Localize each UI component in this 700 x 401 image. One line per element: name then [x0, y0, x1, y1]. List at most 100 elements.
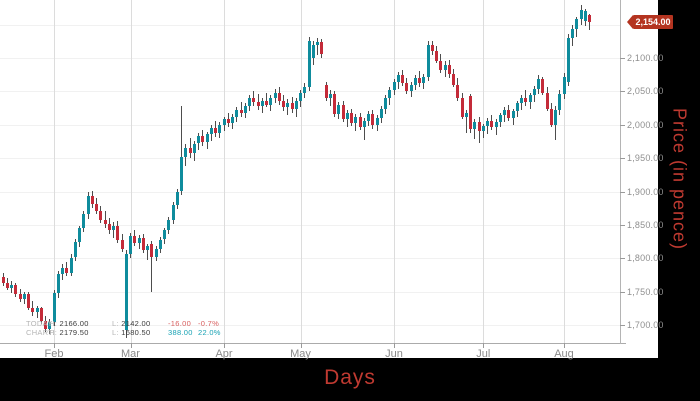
last-price-badge: 2,154.00 — [627, 15, 673, 29]
gridline-month — [394, 0, 395, 343]
candle — [56, 274, 60, 293]
y-tick-label: 1,900.00 — [627, 186, 664, 197]
candle — [520, 98, 523, 104]
candle — [486, 120, 489, 127]
candle — [154, 248, 158, 257]
high-value: 2179.50 — [59, 328, 89, 337]
y-tick-label: 1,950.00 — [627, 153, 664, 164]
candle — [562, 76, 566, 95]
candle — [413, 78, 417, 85]
candle — [307, 40, 311, 88]
candle — [22, 294, 26, 299]
x-axis-tick — [394, 343, 395, 348]
candle — [477, 122, 481, 132]
candle — [443, 64, 447, 70]
candle — [112, 225, 115, 231]
candle-wick — [104, 210, 106, 228]
candle-wick — [329, 90, 331, 107]
y-tick-label: 1,750.00 — [627, 286, 664, 297]
candle — [256, 102, 260, 107]
x-tick-label: Feb — [44, 348, 64, 360]
today-change-percent: -0.7% — [198, 319, 220, 328]
x-axis-tick — [54, 343, 55, 348]
y-axis-tick — [620, 58, 625, 60]
candle — [371, 114, 375, 126]
badge-arrow-icon — [627, 15, 633, 29]
candle — [14, 284, 18, 295]
y-axis-tick — [620, 325, 625, 326]
candle — [282, 100, 285, 108]
candle — [579, 10, 583, 20]
x-tick-label: Apr — [215, 348, 233, 360]
candle — [311, 44, 315, 58]
candle-wick — [151, 240, 153, 292]
x-tick-label: Jun — [385, 348, 403, 360]
candle — [248, 98, 251, 107]
candle — [294, 101, 298, 109]
candle — [583, 11, 587, 21]
candle — [341, 104, 345, 120]
x-tick-label: Mar — [121, 348, 140, 360]
candle — [354, 116, 358, 124]
candle — [231, 116, 234, 124]
candle — [379, 108, 383, 119]
candle — [171, 204, 175, 220]
x-axis-line — [0, 343, 626, 344]
chart-panel: TODAY: H: 2166.00 L: 2142.00 -16.00 -0.7… — [0, 0, 663, 360]
y-axis-tick — [620, 291, 625, 293]
chart-high: H: 2179.50 — [49, 329, 112, 337]
candle — [324, 84, 328, 98]
candle — [205, 134, 209, 143]
candle-wick — [317, 38, 318, 56]
candle — [39, 308, 43, 321]
candle — [239, 110, 243, 113]
y-tick-label: 2,050.00 — [627, 86, 664, 97]
y-axis-line — [620, 0, 621, 344]
chart-change-percent: 22.0% — [198, 328, 221, 337]
candle — [460, 98, 464, 117]
candle — [69, 257, 73, 273]
candle — [528, 95, 532, 103]
today-high: H: 2166.00 — [49, 320, 112, 328]
candle — [52, 292, 56, 322]
candle — [222, 119, 226, 125]
y-tick-label: 2,100.00 — [627, 53, 664, 64]
gridline-month — [130, 0, 132, 343]
x-tick-label: Aug — [554, 348, 574, 360]
candle — [498, 115, 502, 123]
gridline-horizontal — [0, 258, 620, 260]
candle — [120, 239, 124, 249]
candle — [175, 191, 179, 205]
candle — [566, 38, 570, 82]
candle — [5, 282, 9, 288]
candle-wick — [147, 243, 148, 260]
candle — [524, 98, 528, 103]
gridline-horizontal — [0, 158, 620, 160]
x-tick-label: May — [290, 348, 311, 360]
legend: TODAY: H: 2166.00 L: 2142.00 -16.00 -0.7… — [26, 320, 228, 338]
gridline-month — [564, 0, 565, 343]
candle — [541, 79, 545, 93]
last-price-value: 2,154.00 — [633, 15, 673, 29]
candle — [86, 195, 90, 215]
candle — [388, 90, 392, 99]
candle — [277, 92, 281, 101]
candle — [473, 122, 477, 130]
candle — [588, 15, 591, 22]
y-axis-tick — [620, 224, 625, 226]
candle — [265, 100, 268, 105]
candle — [549, 108, 553, 125]
candle — [358, 116, 362, 128]
candle-wick — [363, 118, 365, 141]
y-axis-title: Price (in pence) — [669, 107, 690, 251]
candle — [133, 236, 137, 243]
candle — [180, 156, 183, 192]
x-axis-tick — [300, 343, 302, 348]
x-tick-label: Jul — [476, 348, 491, 360]
low-label: L: — [112, 319, 119, 328]
candle-wick — [495, 119, 497, 136]
candle — [99, 210, 103, 220]
candle — [545, 92, 549, 109]
plot-area[interactable] — [0, 0, 620, 345]
candle — [78, 228, 81, 243]
